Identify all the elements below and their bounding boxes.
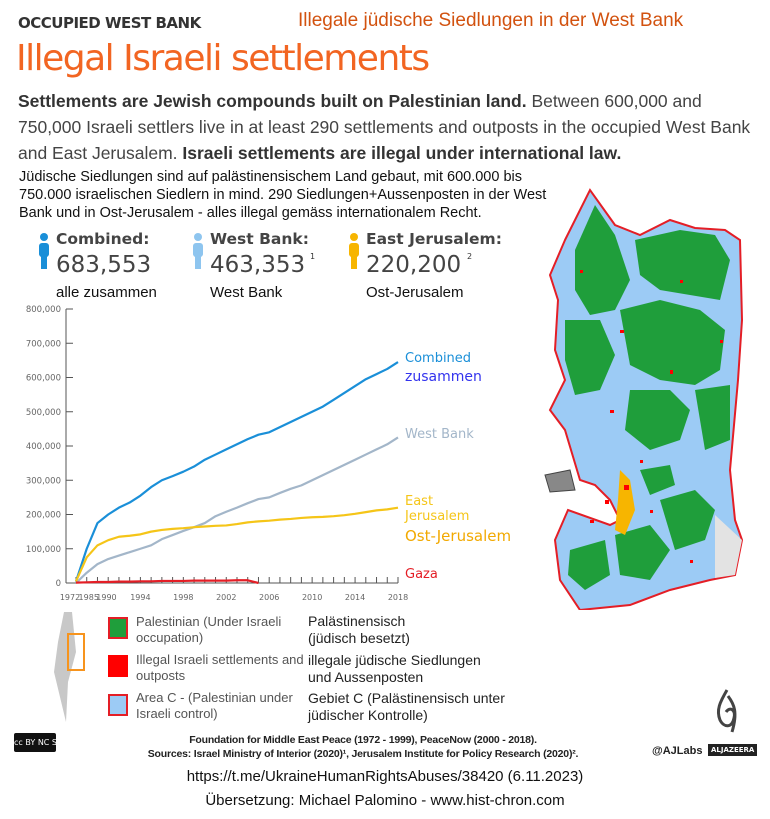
map-settlements (580, 270, 723, 563)
footnote-marker: 1 (310, 252, 316, 261)
y-tick-label: 200,000 (26, 511, 61, 521)
creative-commons-badge: cc BY NC SA (14, 733, 56, 752)
y-tick-label: 100,000 (26, 545, 61, 555)
translation-credit: Übersetzung: Michael Palomino - www.hist… (205, 792, 565, 809)
series-label-combined: Combined (405, 351, 471, 366)
title-german: Illegale jüdische Siedlungen in der West… (298, 10, 684, 31)
x-tick-label: 2006 (259, 593, 279, 602)
x-tick-label: 1985 (79, 593, 99, 602)
legend-label-german: Gebiet C (Palästinensisch unter jüdische… (308, 690, 505, 723)
footnote-marker: 2 (467, 252, 473, 261)
al-jazeera-wordmark: ALJAZEERA (708, 744, 758, 756)
legend-label-german: Palästinensisch (jüdisch besetzt) (308, 613, 410, 646)
series-line-combined (74, 361, 399, 582)
stat-value: 220,200 (366, 252, 462, 278)
series-label-gaza: Gaza (405, 567, 438, 582)
x-tick-label: 1998 (173, 593, 193, 602)
map-area-c-grey (715, 515, 742, 578)
person-icon (39, 233, 49, 269)
series-line-east-jerusalem (74, 506, 399, 582)
legend-swatch-settlements (108, 655, 128, 677)
intro-bold-2: Israeli settlements are illegal under in… (182, 143, 622, 163)
series-line-gaza (75, 579, 259, 585)
person-icon (349, 233, 359, 269)
kicker: OCCUPIED WEST BANK (18, 14, 201, 32)
israel-locator-map (54, 612, 85, 722)
x-tick-label: 2014 (345, 593, 365, 602)
west-bank-map (544, 188, 744, 610)
y-tick-label: 600,000 (26, 374, 61, 384)
legend-label: Palestinian (Under Israeli occupation) (136, 614, 282, 645)
intro-text: Settlements are Jewish compounds built o… (18, 88, 758, 166)
x-tick-label: 2018 (388, 593, 408, 602)
y-tick-label: 0 (56, 579, 61, 589)
page-title: Illegal Israeli settlements (16, 38, 430, 79)
stat-label-german: Ost-Jerusalem (366, 284, 464, 301)
series-label-east-jerusalem-line2: Jerusalem (404, 509, 469, 524)
sources: Foundation for Middle East Peace (1972 -… (80, 733, 646, 761)
legend-label-german: illegale jüdische Siedlungen und Aussenp… (308, 652, 481, 685)
y-tick-label: 300,000 (26, 476, 61, 486)
x-tick-label: 1990 (96, 593, 116, 602)
map-east-jerusalem (615, 470, 635, 535)
legend-swatch-palestinian (108, 617, 128, 639)
stat-value: 463,353 (210, 252, 306, 278)
legend-label: Illegal Israeli settlements and outposts (136, 652, 304, 683)
stat-value: 683,553 (56, 252, 152, 278)
x-tick-label: 2010 (302, 593, 322, 602)
y-tick-label: 500,000 (26, 408, 61, 418)
sources-line-2: Sources: Israel Ministry of Interior (20… (147, 748, 579, 760)
settlers-line-chart: 0 100,000 200,000 300,000 400,000 500,000 600,… (26, 305, 511, 602)
series-line-west-bank (75, 436, 399, 584)
person-icon (193, 233, 203, 269)
legend-label: Area C - (Palestinian under Israeli cont… (136, 690, 293, 721)
stat-label-german: alle zusammen (56, 284, 157, 301)
stat-label: West Bank: (210, 230, 309, 248)
x-tick-label: 1994 (130, 593, 150, 602)
intro-text-german: Jüdische Siedlungen sind auf palästinens… (19, 169, 547, 221)
y-tick-label: 700,000 (26, 339, 61, 349)
x-tick-label: 1972 (60, 593, 80, 602)
intro-bold-1: Settlements are Jewish compounds built o… (18, 91, 527, 111)
x-tick-label: 2002 (216, 593, 236, 602)
sources-line-1: Foundation for Middle East Peace (1972 -… (189, 734, 537, 746)
intro-body: Between 600,000 and 750,000 Israeli sett… (18, 91, 751, 163)
y-tick-label: 800,000 (26, 305, 61, 315)
series-label-east-jerusalem-german: Ost-Jerusalem (405, 527, 511, 545)
stat-label-german: West Bank (210, 284, 283, 301)
map-palestinian-areas (565, 205, 730, 590)
ajlabs-handle: @AJLabs (652, 745, 703, 757)
map-dead-sea-area (544, 469, 576, 493)
y-tick-label: 400,000 (26, 442, 61, 452)
series-label-combined-german: zusammen (405, 369, 482, 385)
series-label-east-jerusalem-line1: East (405, 494, 433, 509)
legend-swatch-area-c (108, 694, 128, 716)
al-jazeera-logo-icon (716, 689, 737, 733)
source-link[interactable]: https://t.me/UkraineHumanRightsAbuses/38… (186, 768, 584, 785)
series-label-west-bank: West Bank (405, 427, 474, 442)
stat-label: Combined: (56, 230, 150, 248)
stat-label: East Jerusalem: (366, 230, 502, 248)
